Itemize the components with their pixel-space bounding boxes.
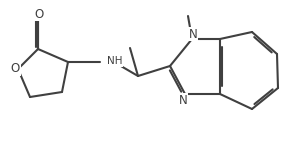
Text: O: O: [34, 7, 44, 20]
Text: O: O: [10, 62, 20, 75]
Text: NH: NH: [107, 56, 122, 66]
Text: N: N: [189, 28, 197, 40]
Text: N: N: [179, 93, 187, 107]
